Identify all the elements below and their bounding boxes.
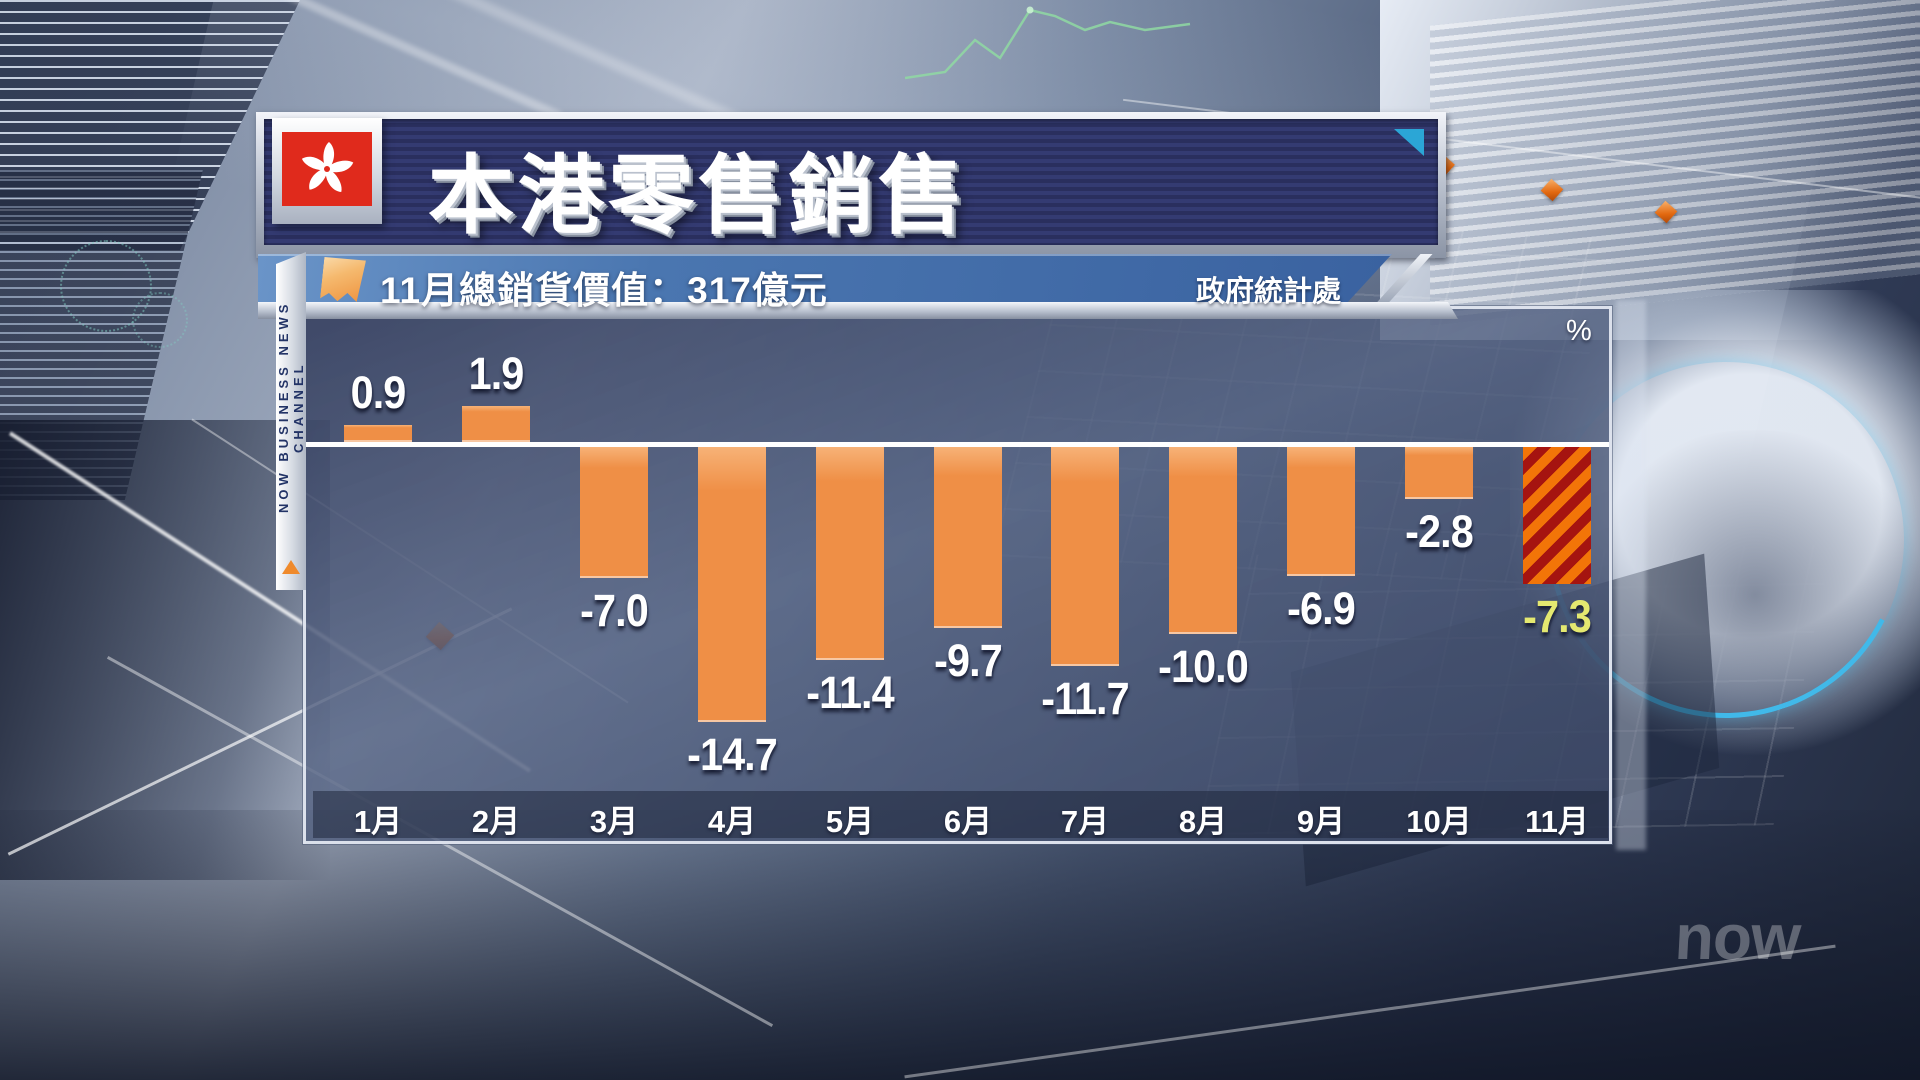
month-label: 4月 — [707, 804, 757, 839]
data-source-label: 政府統計處 — [1196, 276, 1342, 308]
channel-strip — [276, 252, 306, 590]
bar-value-label: -10.0 — [1158, 641, 1249, 692]
month-label: 6月 — [943, 804, 993, 839]
x-axis-strip — [313, 791, 1608, 838]
bar-value-label: -11.4 — [806, 667, 894, 718]
channel-name-label: NOW BUSINESS NEWS CHANNEL — [276, 300, 306, 514]
bg-dark-bottom — [0, 810, 1920, 1080]
bar-value-label: -2.8 — [1405, 506, 1474, 557]
chart-bar — [462, 406, 530, 442]
page-title: 本港零售銷售 — [428, 148, 968, 244]
zero-axis-line — [306, 442, 1609, 447]
chart-bar — [1405, 447, 1473, 499]
bg-right-highlight — [1616, 300, 1646, 850]
month-label: 8月 — [1178, 804, 1228, 839]
subtitle-bar — [258, 254, 1392, 304]
bg-dotted-ring-icon — [60, 240, 152, 332]
metal-strip — [258, 302, 1458, 319]
bar-value-label: -7.3 — [1523, 591, 1592, 642]
month-label: 11月 — [1525, 804, 1589, 839]
month-label: 2月 — [471, 804, 521, 839]
chart-panel: 0.9 1月 1.9 2月 -7.0 3月 -14.7 4月 -11.4 5月 -9.7 6月 -11.… — [303, 306, 1612, 844]
bg-dark-left — [0, 420, 330, 880]
title-bar-frame: 本港零售銷售 — [256, 112, 1446, 258]
bg-sparkline-trace — [905, 6, 1191, 80]
month-label: 9月 — [1296, 804, 1346, 839]
bar-value-label: -11.7 — [1041, 673, 1129, 724]
chart-bar — [344, 425, 412, 442]
month-label: 7月 — [1060, 804, 1110, 839]
chart-bar — [1287, 447, 1355, 576]
bg-light-topright — [1380, 0, 1920, 340]
bar-value-label: -9.7 — [934, 635, 1003, 686]
subtitle-text: 11月總銷貨價值：317億元 — [380, 270, 828, 311]
chart-bar — [1169, 447, 1237, 634]
title-bar: 本港零售銷售 — [264, 119, 1438, 245]
month-label: 3月 — [589, 804, 639, 839]
bar-value-label: -7.0 — [580, 585, 649, 636]
chart-bar — [816, 447, 884, 660]
flag-plate — [272, 118, 382, 224]
chart-bar — [1051, 447, 1119, 666]
cyan-corner-icon — [1394, 129, 1424, 156]
now-logo-watermark: now — [1673, 901, 1802, 973]
bar-value-label: 1.9 — [468, 348, 525, 399]
bar-value-label: -14.7 — [687, 729, 778, 780]
month-label: 5月 — [825, 804, 875, 839]
bars-layer: 0.9 1月 1.9 2月 -7.0 3月 -14.7 4月 -11.4 5月 -9.7 6月 -11.… — [306, 309, 1609, 841]
chart-bar — [580, 447, 648, 578]
unit-label: % — [1566, 315, 1592, 347]
chart-bar — [698, 447, 766, 722]
hong-kong-flag-icon — [282, 132, 372, 206]
orange-triangle-icon — [282, 560, 300, 574]
bar-value-label: -6.9 — [1287, 583, 1356, 634]
chart-bar-highlight — [1523, 447, 1591, 584]
chart-bar — [934, 447, 1002, 628]
bg-dotted-ring-icon — [132, 292, 188, 348]
bar-value-label: 0.9 — [350, 367, 407, 418]
month-label: 1月 — [353, 804, 403, 839]
month-label: 10月 — [1406, 804, 1472, 839]
